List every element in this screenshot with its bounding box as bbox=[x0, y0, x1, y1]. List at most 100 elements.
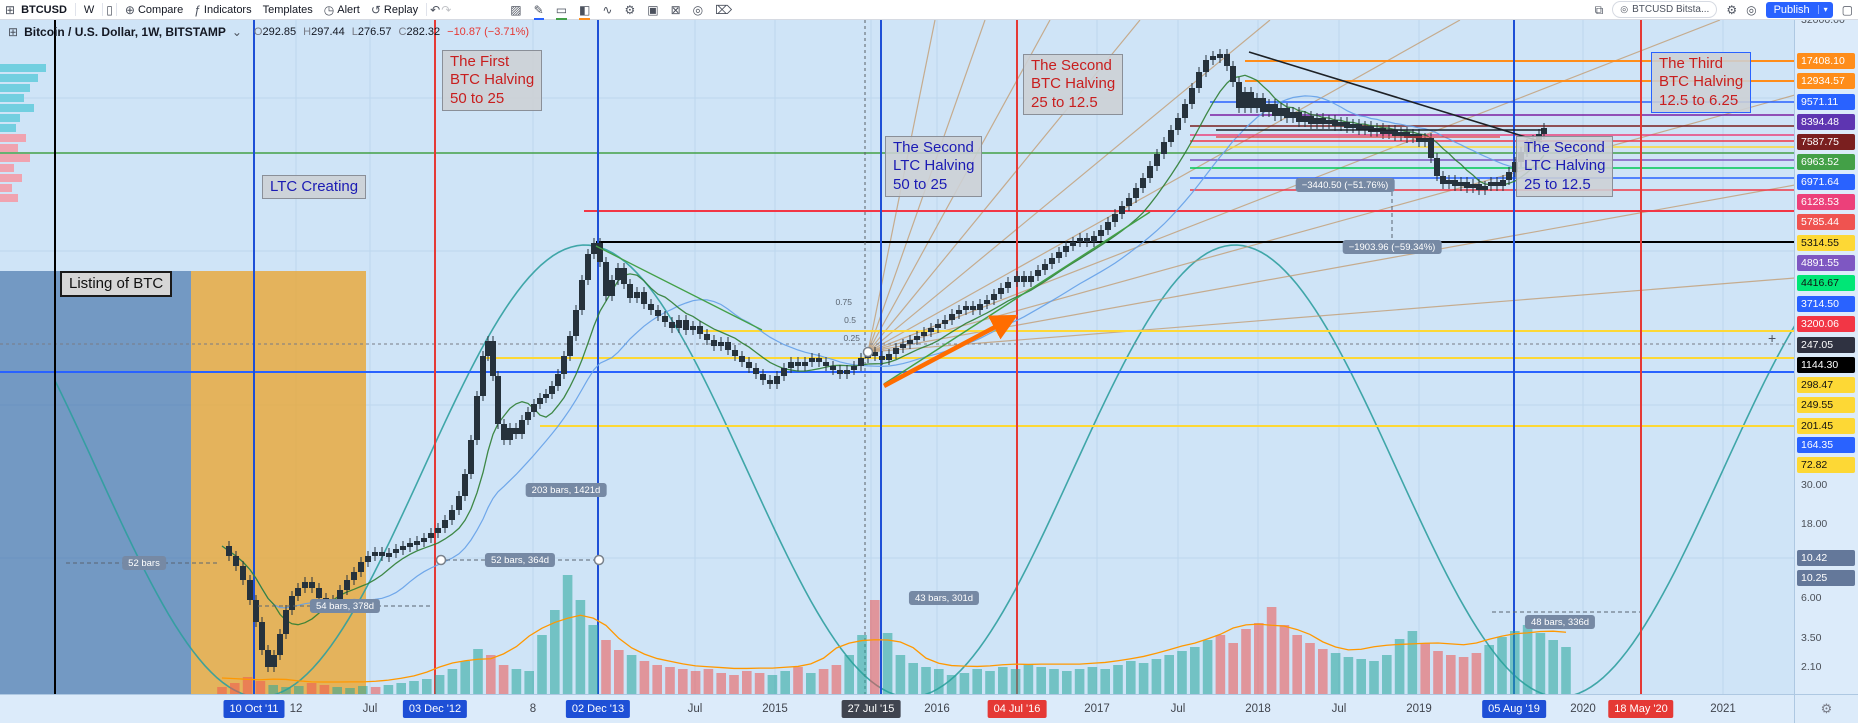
symbol-info-row: ⊞ Bitcoin / U.S. Dollar, 1W, BITSTAMP ⌄ … bbox=[8, 25, 529, 39]
fan-level-label: 0.75 bbox=[835, 297, 852, 307]
close-value: 282.32 bbox=[406, 26, 441, 38]
alert-label: Alert bbox=[337, 3, 360, 16]
time-axis[interactable]: 10 Oct '11 12 Jul 03 Dec '12 8 02 Dec '13 Jul 2… bbox=[0, 694, 1795, 723]
price-label-chip: 10.42 bbox=[1797, 550, 1855, 566]
annotation-line: BTC Halving bbox=[1031, 75, 1116, 93]
ma-line-fast bbox=[221, 74, 1545, 626]
replay-button[interactable]: ↺ Replay bbox=[366, 4, 423, 16]
paint-roller-icon[interactable]: ▭ bbox=[555, 4, 568, 20]
low-label: L bbox=[351, 26, 358, 38]
redo-icon[interactable]: ↷ bbox=[441, 2, 452, 17]
menu-grid-icon[interactable]: ⊞ bbox=[5, 2, 16, 17]
price-axis-tick: 2.10 bbox=[1801, 661, 1822, 673]
price-label-chip: 4416.67 bbox=[1797, 275, 1855, 291]
measure-badge: −1903.96 (−59.34%) bbox=[1342, 240, 1442, 254]
pencil-tool-icon[interactable]: ✎ bbox=[533, 4, 544, 20]
annotation-line: The Second bbox=[893, 139, 974, 156]
axis-settings-corner[interactable]: ⚙ bbox=[1794, 694, 1858, 723]
alert-button[interactable]: ◷ Alert bbox=[319, 4, 365, 16]
price-label-chip: 3200.06 bbox=[1797, 316, 1855, 332]
symbol-button[interactable]: BTCUSD bbox=[21, 3, 67, 16]
fill-bucket-icon[interactable]: ◧ bbox=[579, 4, 591, 20]
annotation-line: LTC Halving bbox=[893, 157, 975, 175]
annotation-note[interactable]: The First BTC Halving 50 to 25 bbox=[442, 50, 543, 111]
change-value: −10.87 (−3.71%) bbox=[447, 26, 530, 38]
price-axis-plus-button[interactable]: + bbox=[1768, 330, 1777, 346]
alert-clock-icon: ◷ bbox=[323, 2, 335, 17]
annotation-line: 25 to 12.5 bbox=[1524, 175, 1591, 193]
time-axis-tick: 2021 bbox=[1710, 703, 1736, 715]
volume-ma-line bbox=[221, 614, 1567, 683]
replay-icon: ↺ bbox=[370, 2, 381, 17]
monitor-icon[interactable]: ⧉ bbox=[1594, 2, 1604, 17]
price-label-chip: 6128.53 bbox=[1797, 194, 1855, 210]
compare-label: Compare bbox=[137, 3, 184, 16]
line-style-icon[interactable]: ∿ bbox=[602, 2, 613, 17]
annotation-note[interactable]: Listing of BTC bbox=[60, 271, 173, 298]
high-value: 297.44 bbox=[311, 26, 345, 38]
chart-style-icon[interactable]: ▯ bbox=[106, 2, 113, 17]
price-label-chip: 247.05 bbox=[1797, 337, 1855, 353]
annotation-note[interactable]: The Third BTC Halving 12.5 to 6.25 bbox=[1651, 52, 1752, 113]
measure-badge: 52 bars, 364d bbox=[484, 553, 556, 567]
annotation-line: 50 to 25 bbox=[450, 89, 505, 107]
measure-badge: 43 bars, 301d bbox=[908, 591, 980, 605]
volume-bars bbox=[217, 575, 1571, 695]
separator bbox=[426, 3, 428, 16]
price-label-chip: 298.47 bbox=[1797, 377, 1855, 393]
blue-highlight-region bbox=[0, 271, 191, 695]
price-label-chip: 17408.10 bbox=[1797, 53, 1855, 69]
templates-button[interactable]: Templates bbox=[258, 4, 318, 16]
annotation-line: LTC Creating bbox=[270, 178, 359, 195]
indicators-label: Indicators bbox=[203, 3, 252, 16]
settings-gear-icon[interactable]: ⚙ bbox=[1726, 2, 1738, 17]
watchlist-pill-button[interactable]: ◎ BTCUSD Bitsta... bbox=[1612, 1, 1718, 18]
time-label-chip: 04 Jul '16 bbox=[987, 700, 1047, 718]
measure-badge: 48 bars, 336d bbox=[1524, 615, 1596, 629]
measure-badge: −3440.50 (−51.76%) bbox=[1295, 178, 1395, 192]
chevron-down-icon[interactable]: ⌄ bbox=[231, 25, 242, 39]
publish-button[interactable]: Publish ▾ bbox=[1765, 1, 1833, 18]
horizontal-lines bbox=[0, 60, 1795, 427]
price-label-chip: 5785.44 bbox=[1797, 214, 1855, 230]
drawing-tools-group: ▨ ✎ ▭ ◧ ∿ ⚙ ▣ ⊠ ◎ ⌦ bbox=[510, 2, 733, 20]
ma-line-slow bbox=[221, 95, 1545, 609]
annotation-note[interactable]: The Second LTC Halving 50 to 25 bbox=[885, 136, 983, 197]
magnet-icon[interactable]: ◎ bbox=[692, 2, 704, 17]
indicators-button[interactable]: ƒ Indicators bbox=[189, 4, 256, 16]
lock-icon[interactable]: ⊠ bbox=[670, 2, 681, 17]
cursor-tool-icon[interactable]: ▨ bbox=[510, 2, 522, 17]
trendlines bbox=[595, 51, 1543, 385]
time-axis-tick: Jul bbox=[1331, 703, 1347, 715]
time-axis-tick: 2019 bbox=[1406, 703, 1432, 715]
fullscreen-icon[interactable]: ▢ bbox=[1841, 2, 1853, 17]
camera-icon[interactable]: ◎ bbox=[1746, 2, 1757, 17]
trash-icon[interactable]: ⌦ bbox=[715, 2, 733, 17]
top-toolbar: ⊞ BTCUSD W ▯ ⊕ Compare ƒ Indicators Temp… bbox=[0, 0, 1858, 20]
symbol-grid-icon[interactable]: ⊞ bbox=[8, 25, 19, 39]
interval-button[interactable]: W bbox=[83, 3, 95, 16]
price-axis-tick: 3.50 bbox=[1801, 632, 1822, 644]
undo-icon[interactable]: ↶ bbox=[430, 2, 441, 17]
gear-icon[interactable]: ⚙ bbox=[624, 2, 636, 17]
compare-icon: ⊕ bbox=[124, 2, 135, 17]
annotation-note[interactable]: The Second BTC Halving 25 to 12.5 bbox=[1023, 54, 1124, 115]
time-label-chip: 05 Aug '19 bbox=[1482, 700, 1546, 718]
measure-badge: 203 bars, 1421d bbox=[525, 483, 607, 497]
symbol-title[interactable]: Bitcoin / U.S. Dollar, 1W, BITSTAMP bbox=[24, 25, 226, 39]
annotation-note[interactable]: The Second LTC Halving 25 to 12.5 bbox=[1516, 136, 1614, 197]
annotation-line: LTC Halving bbox=[1524, 157, 1606, 175]
time-axis-tick: Jul bbox=[362, 703, 378, 715]
open-value: 292.85 bbox=[262, 26, 297, 38]
time-label-chip: 02 Dec '13 bbox=[565, 700, 631, 718]
time-axis-tick: Jul bbox=[1170, 703, 1186, 715]
annotation-line: 50 to 25 bbox=[893, 175, 948, 193]
compare-button[interactable]: ⊕ Compare bbox=[120, 4, 188, 16]
price-axis[interactable]: 32000.00 17408.10 12934.57 9571.11 8394.48 75… bbox=[1794, 14, 1858, 695]
candlesticks bbox=[226, 49, 1547, 672]
layout-grid-icon[interactable]: ▣ bbox=[647, 2, 659, 17]
annotation-note[interactable]: LTC Creating bbox=[262, 175, 367, 200]
price-label-chip: 6971.64 bbox=[1797, 174, 1855, 190]
